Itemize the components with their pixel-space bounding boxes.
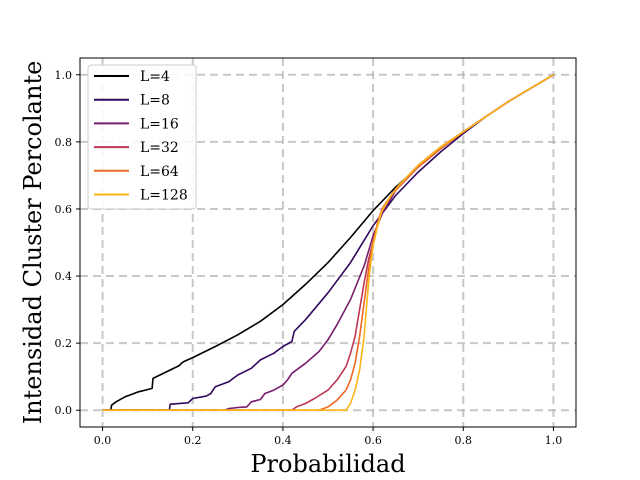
y-tick-label: 1.0	[55, 69, 73, 82]
x-tick-label: 0.8	[455, 434, 473, 447]
series-line-l-8	[102, 74, 554, 412]
legend: L=4 L=8 L=16 L=32 L=64 L=128	[87, 64, 197, 210]
legend-label: L=4	[140, 69, 170, 85]
legend-box	[87, 64, 197, 210]
y-tick-label: 0.2	[55, 337, 73, 350]
legend-label: L=8	[140, 93, 170, 109]
series-lines	[102, 74, 554, 412]
legend-label: L=128	[140, 188, 188, 204]
plot-frame	[79, 57, 577, 428]
y-axis-label: Intensidad Cluster Percolante	[19, 61, 47, 425]
legend-label: L=32	[140, 140, 179, 156]
legend-label: L=64	[140, 164, 179, 180]
x-axis-label: Probabilidad	[250, 450, 405, 478]
x-tick-label: 0.0	[94, 434, 112, 447]
axis-ticks: 0.0 0.2 0.4 0.6 0.8 1.0 0.0 0.2 0.4 0.6 0.8 1.0	[55, 69, 563, 447]
x-tick-label: 0.4	[274, 434, 292, 447]
y-tick-label: 0.8	[55, 136, 73, 149]
y-tick-label: 0.6	[55, 203, 73, 216]
y-tick-label: 0.4	[55, 270, 73, 283]
legend-label: L=16	[140, 116, 179, 132]
x-tick-label: 0.6	[364, 434, 382, 447]
y-tick-label: 0.0	[55, 404, 73, 417]
x-tick-label: 1.0	[545, 434, 563, 447]
x-tick-label: 0.2	[184, 434, 202, 447]
series-line-l-128	[102, 74, 554, 412]
